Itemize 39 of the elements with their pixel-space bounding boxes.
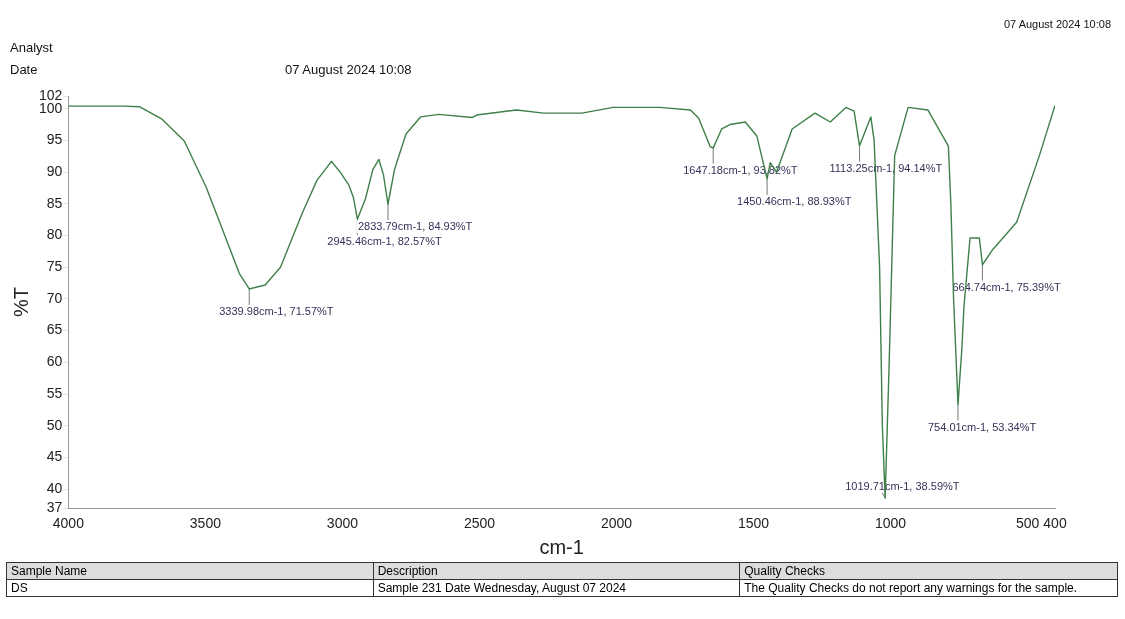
- y-tick-label: 55: [46, 384, 63, 401]
- y-tick-label: 80: [46, 226, 63, 243]
- x-tick-label: 1000: [874, 515, 907, 532]
- text: Sample 231 Date Wednesday, August 07 2024: [373, 579, 740, 597]
- x-axis-title: cm-1: [539, 535, 584, 558]
- y-tick-label: 70: [46, 289, 63, 306]
- y-tick-label: 50: [46, 416, 63, 433]
- y-tick-label: 37: [46, 499, 63, 516]
- y-tick-label: 85: [46, 194, 63, 211]
- text: Quality Checks: [739, 562, 1118, 580]
- annotation: 2945.46cm-1, 82.57%T: [327, 235, 442, 248]
- y-axis-title: %T: [9, 287, 32, 318]
- annotation: 2833.79cm-1, 84.93%T: [357, 220, 473, 233]
- text: DS: [6, 579, 374, 597]
- y-tick-label: 45: [46, 448, 63, 465]
- x-tick-label: 2000: [600, 515, 633, 532]
- y-tick-label: 65: [46, 321, 63, 338]
- y-tick-label: 90: [46, 162, 63, 179]
- annotation: 1450.46cm-1, 88.93%T: [737, 194, 852, 207]
- text: Sample Name: [6, 562, 374, 580]
- x-tick-label: 4000: [52, 515, 85, 532]
- x-tick-label: 2500: [463, 515, 496, 532]
- text: 07 August 2024 10:08: [1003, 18, 1111, 30]
- x-tick-label: 1500: [737, 515, 770, 532]
- y-tick-label: 40: [46, 480, 63, 497]
- text: Analyst: [10, 40, 53, 55]
- y-tick-label: 60: [46, 353, 63, 370]
- y-tick-label: 75: [46, 258, 63, 275]
- annotation: 3339.98cm-1, 71.57%T: [219, 304, 334, 317]
- text: 07 August 2024 10:08: [285, 62, 412, 77]
- x-tick-label: 500: [1015, 515, 1040, 532]
- text: Date: [10, 62, 38, 77]
- text: The Quality Checks do not report any warnings for the sample.: [739, 579, 1118, 597]
- text: Description: [373, 562, 740, 580]
- y-tick-label: 95: [46, 131, 63, 148]
- annotation: 754.01cm-1, 53.34%T: [927, 420, 1037, 433]
- x-tick-label: 3000: [326, 515, 359, 532]
- x-tick-label: 3500: [189, 515, 222, 532]
- x-tick-label: 400: [1043, 515, 1067, 532]
